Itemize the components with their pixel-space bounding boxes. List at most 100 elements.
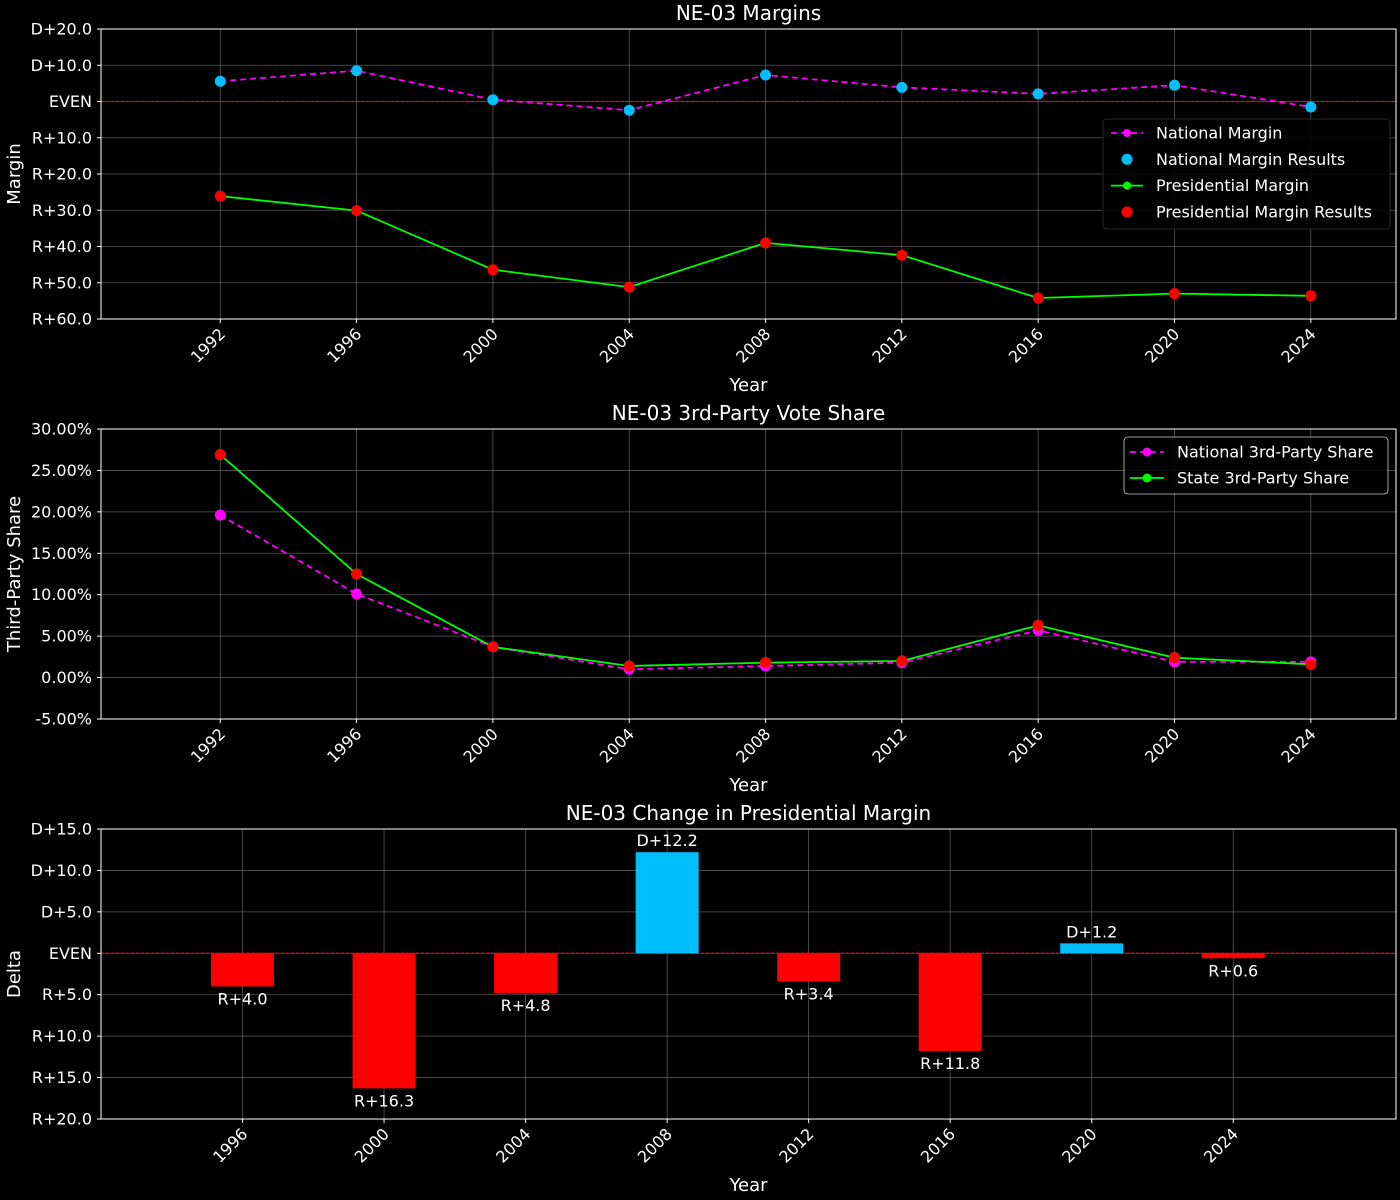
y-tick-label: R+60.0 [32, 310, 92, 329]
data-point-series-4 [1305, 290, 1317, 302]
x-axis-label: Year [728, 375, 768, 396]
chart-title: NE-03 Change in Presidential Margin [566, 801, 931, 825]
y-tick-label: R+10.0 [32, 1027, 92, 1046]
bar [1060, 943, 1124, 954]
y-tick-label: EVEN [49, 92, 92, 111]
bar-value-label: D+1.2 [1066, 922, 1117, 941]
legend-marker [1142, 473, 1152, 483]
result-marker [487, 641, 499, 653]
result-marker [214, 449, 226, 461]
result-marker [1168, 652, 1180, 664]
data-point-series-2 [623, 104, 635, 116]
bar-value-label: R+4.0 [218, 989, 268, 1008]
data-point-series-4 [487, 264, 499, 276]
y-tick-label: 20.00% [31, 502, 92, 521]
bar-value-label: D+12.2 [636, 831, 697, 850]
y-tick-label: R+5.0 [42, 985, 92, 1004]
data-point-series-2 [1032, 88, 1044, 100]
legend-label: Presidential Margin Results [1156, 202, 1372, 221]
bar [352, 953, 416, 1089]
result-marker [623, 660, 635, 672]
data-point-series-4 [623, 281, 635, 293]
data-point-series-4 [1168, 288, 1180, 300]
y-tick-label: 15.00% [31, 544, 92, 563]
bar [1201, 953, 1265, 959]
y-tick-label: D+10.0 [31, 861, 92, 880]
y-tick-label: R+40.0 [32, 237, 92, 256]
y-tick-label: R+50.0 [32, 273, 92, 292]
legend-marker [1121, 206, 1133, 218]
plot-area [101, 829, 1396, 1119]
y-axis-label: Margin [4, 143, 25, 204]
bar [777, 953, 841, 982]
y-tick-label: R+30.0 [32, 201, 92, 220]
legend-marker [1123, 129, 1131, 137]
y-tick-label: R+10.0 [32, 128, 92, 147]
legend-marker [1123, 181, 1131, 190]
result-marker [1305, 658, 1317, 670]
y-tick-label: 5.00% [41, 627, 92, 646]
plot-frame [100, 28, 1397, 320]
legend-label: National Margin Results [1156, 150, 1345, 169]
y-tick-label: 0.00% [41, 668, 92, 687]
legend-label: National 3rd-Party Share [1177, 443, 1373, 462]
legend-label: National Margin [1156, 124, 1282, 143]
data-point-series-4 [760, 237, 772, 249]
legend: National Margin National Margin Results Pr… [1102, 118, 1391, 230]
chart-title: NE-03 Margins [676, 1, 821, 25]
y-tick-label: D+15.0 [31, 820, 92, 839]
bar [211, 953, 275, 987]
data-point-series-2 [760, 69, 772, 81]
y-tick-label: EVEN [49, 944, 92, 963]
x-axis-label: Year [728, 1175, 768, 1196]
bar [918, 953, 982, 1052]
y-tick-label: D+10.0 [31, 56, 92, 75]
data-point-series-2 [487, 94, 499, 106]
y-axis-label: Third-Party Share [4, 496, 25, 653]
bar [635, 852, 699, 954]
legend-label: Presidential Margin [1156, 176, 1309, 195]
data-point-series-4 [896, 249, 908, 261]
data-point-series-2 [896, 81, 908, 93]
data-point-series-4 [1032, 292, 1044, 304]
bar-value-label: R+4.8 [501, 996, 551, 1015]
result-marker [351, 568, 363, 580]
y-tick-label: D+20.0 [31, 20, 92, 39]
y-tick-label: R+20.0 [32, 165, 92, 184]
plot-frame [100, 428, 1397, 720]
y-tick-label: 30.00% [31, 420, 92, 439]
y-tick-label: R+15.0 [32, 1068, 92, 1087]
result-marker [1032, 619, 1044, 631]
data-point-series-4 [214, 190, 226, 202]
legend-box [1102, 118, 1391, 230]
charts: D+20.0 D+10.0 EVEN R+10.0 R+20.0 R+30.0 R+40.0… [4, 1, 1397, 1196]
x-axis-label: Year [728, 775, 768, 796]
bar [494, 953, 558, 994]
chart-panel-2: 30.00% 25.00% 20.00% 15.00% 10.00% 5.00% 0.00%… [4, 401, 1397, 796]
data-point-series-4 [351, 205, 363, 217]
y-tick-label: -5.00% [35, 710, 92, 729]
y-tick-label: 10.00% [31, 585, 92, 604]
legend-label: State 3rd-Party Share [1177, 469, 1349, 488]
y-tick-label: D+5.0 [41, 902, 92, 921]
data-point-series-2 [1305, 101, 1317, 113]
data-point-series-2 [214, 75, 226, 87]
y-tick-label: R+20.0 [32, 1110, 92, 1129]
plot-frame [100, 828, 1397, 1120]
bar-value-label: R+16.3 [354, 1091, 414, 1110]
chart-panel-3: D+15.0 D+10.0 D+5.0 EVEN R+5.0 R+10.0 R+15.0 R+… [4, 801, 1397, 1196]
data-point-series-2 [1168, 79, 1180, 91]
data-point-series-1 [214, 509, 226, 521]
chart-panel-1: D+20.0 D+10.0 EVEN R+10.0 R+20.0 R+30.0 R+40.0… [4, 1, 1397, 396]
data-point-series-1 [351, 588, 363, 600]
legend: National 3rd-Party Share State 3rd-Party … [1123, 436, 1389, 495]
legend-marker [1142, 447, 1152, 457]
legend-marker [1121, 153, 1133, 165]
result-marker [760, 657, 772, 669]
bar-value-label: R+0.6 [1208, 961, 1258, 980]
data-point-series-2 [351, 65, 363, 77]
y-tick-label: 25.00% [31, 461, 92, 480]
legend-box [1123, 436, 1389, 495]
result-marker [896, 655, 908, 667]
